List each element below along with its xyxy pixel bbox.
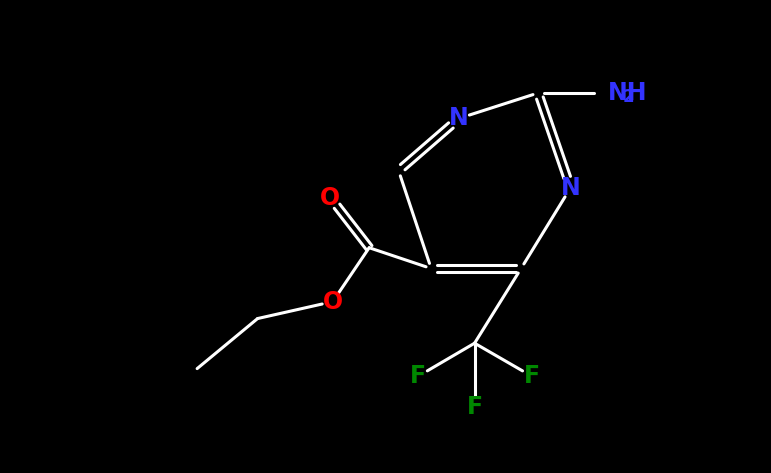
Text: F: F	[466, 395, 483, 419]
Text: N: N	[449, 106, 469, 131]
Text: N: N	[561, 175, 581, 200]
Text: F: F	[410, 364, 426, 388]
Text: O: O	[323, 289, 343, 314]
Text: F: F	[524, 364, 540, 388]
Text: 2: 2	[622, 88, 634, 106]
Text: NH: NH	[608, 81, 648, 105]
Text: O: O	[321, 186, 341, 210]
